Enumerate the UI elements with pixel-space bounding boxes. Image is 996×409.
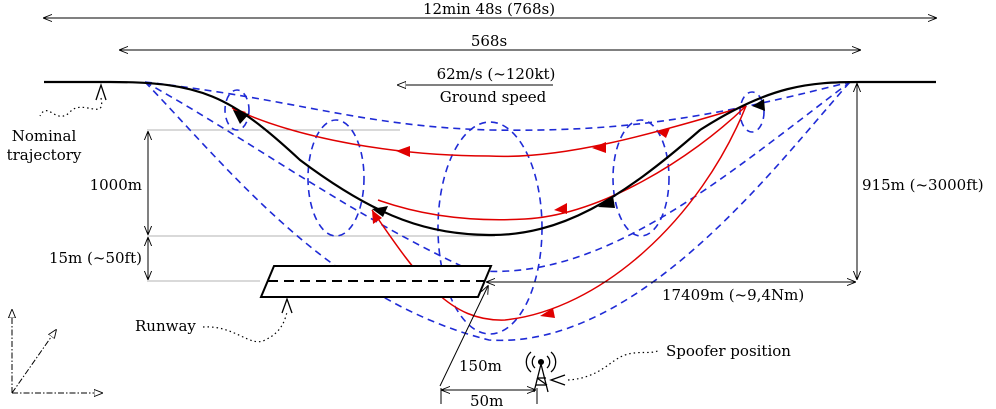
envelope-section-1 — [224, 89, 250, 131]
nominal-arrow-1 — [233, 110, 249, 124]
altitude-15-label: 15m (~50ft) — [49, 249, 142, 267]
nominal-callout-arrow — [95, 82, 107, 101]
nominal-callout-line — [39, 97, 103, 117]
offset-150-label: 150m — [459, 357, 502, 375]
guide-lines — [147, 129, 495, 282]
runway-outline — [259, 265, 493, 298]
antenna-tower-icon — [525, 351, 557, 393]
axis-triad-icon — [12, 310, 102, 393]
envelope-section-4 — [612, 119, 670, 237]
runway-callout-line — [202, 311, 288, 343]
spoofed-arrow-3 — [554, 203, 567, 214]
offset-150-dimension — [439, 286, 488, 387]
nominal-label-line1: Nominal — [12, 127, 77, 145]
altitude-1000-label: 1000m — [90, 176, 142, 194]
envelope-lower — [144, 81, 851, 341]
total-time-label: 12min 48s (768s) — [423, 0, 555, 18]
nominal-trajectory-line — [44, 80, 936, 237]
spoofed-arrow-2 — [592, 142, 606, 153]
nominal-label-line2: trajectory — [7, 146, 82, 164]
nominal-arrow-2 — [372, 206, 388, 217]
spoofed-arrow-4 — [656, 128, 670, 138]
speed-label: 62m/s (~120kt) — [437, 65, 556, 83]
spoofer-callout-line — [567, 349, 661, 381]
runway-callout-arrow — [281, 297, 293, 314]
envelope-section-3 — [437, 121, 543, 335]
spoofed-arrow-6 — [372, 210, 382, 224]
spoofer-callout-arrow — [549, 374, 566, 386]
spoofer-label: Spoofer position — [666, 342, 791, 360]
offset-50-label: 50m — [470, 392, 503, 409]
distance-label: 17409m (~9,4Nm) — [662, 286, 804, 304]
runway-label: Runway — [135, 317, 196, 335]
spoofed-path-1 — [231, 105, 747, 158]
nominal-arrow-3 — [598, 196, 615, 208]
spoofed-arrow-5 — [540, 308, 555, 318]
spoofed-path-2 — [377, 105, 747, 221]
nominal-arrowheads — [233, 99, 765, 217]
spoofed-arrow-1 — [396, 146, 410, 157]
nominal-arrow-4 — [752, 99, 765, 111]
runway — [259, 265, 493, 298]
envelope-section-2 — [307, 119, 365, 237]
segment-time-label: 568s — [471, 32, 507, 50]
speed-caption: Ground speed — [440, 88, 547, 106]
altitude-top-label: 915m (~3000ft) — [862, 176, 984, 194]
